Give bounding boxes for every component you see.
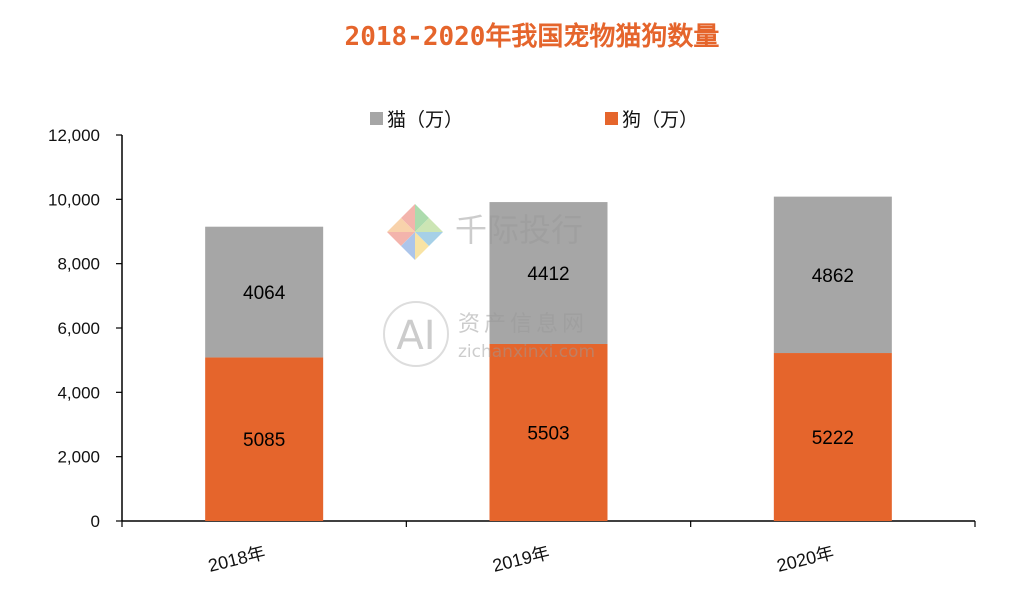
watermark-site-url: zichanxinxi.com (458, 342, 595, 362)
legend-label-dog: 狗（万） (622, 109, 698, 131)
legend-swatch-dog (605, 112, 618, 125)
legend-swatch-cat (370, 112, 383, 125)
watermark-ai: AI (396, 313, 435, 359)
watermark-site-cn: 资产信息网 (458, 312, 588, 337)
x-tick-label: 2020年 (775, 542, 836, 575)
axes: 0 2,000 4,000 6,000 8,000 10,000 12,000 2018年 20… (48, 126, 976, 576)
watermark: 千际投行 AI 资产信息网 zichanxinxi.com (383, 204, 595, 367)
y-tick-label: 2,000 (57, 448, 100, 467)
bar-cat-3 (773, 196, 892, 354)
bars (205, 196, 892, 521)
watermark-brand: 千际投行 (455, 211, 583, 249)
bar-cat-1 (205, 226, 324, 358)
data-label-dog-2: 5503 (527, 423, 569, 444)
bar-dog-1 (205, 357, 324, 521)
data-label-dog-1: 5085 (243, 430, 285, 451)
chart-title: 2018-2020年我国宠物猫狗数量 (345, 21, 720, 52)
data-label-dog-3: 5222 (812, 428, 854, 449)
x-tick-label: 2018年 (206, 542, 267, 575)
labels: 5085 4064 5503 4412 5222 4862 (243, 264, 854, 451)
y-tick-label: 6,000 (57, 319, 100, 338)
legend: 猫（万） 狗（万） (370, 109, 698, 131)
watermark-logo-icon (387, 204, 443, 260)
y-tick-label: 0 (91, 512, 100, 531)
y-tick-label: 12,000 (48, 126, 100, 145)
legend-label-cat: 猫（万） (387, 109, 463, 131)
data-label-cat-2: 4412 (527, 264, 569, 285)
bar-cat-2 (489, 202, 608, 344)
y-tick-label: 8,000 (57, 255, 100, 274)
y-tick-label: 4,000 (57, 383, 100, 402)
x-tick-label: 2019年 (490, 542, 551, 575)
data-label-cat-1: 4064 (243, 283, 286, 304)
bar-dog-2 (489, 343, 608, 521)
data-label-cat-3: 4862 (812, 266, 854, 287)
watermark-ai-circle (383, 301, 449, 367)
y-tick-label: 10,000 (48, 190, 100, 209)
bar-dog-3 (773, 353, 892, 521)
